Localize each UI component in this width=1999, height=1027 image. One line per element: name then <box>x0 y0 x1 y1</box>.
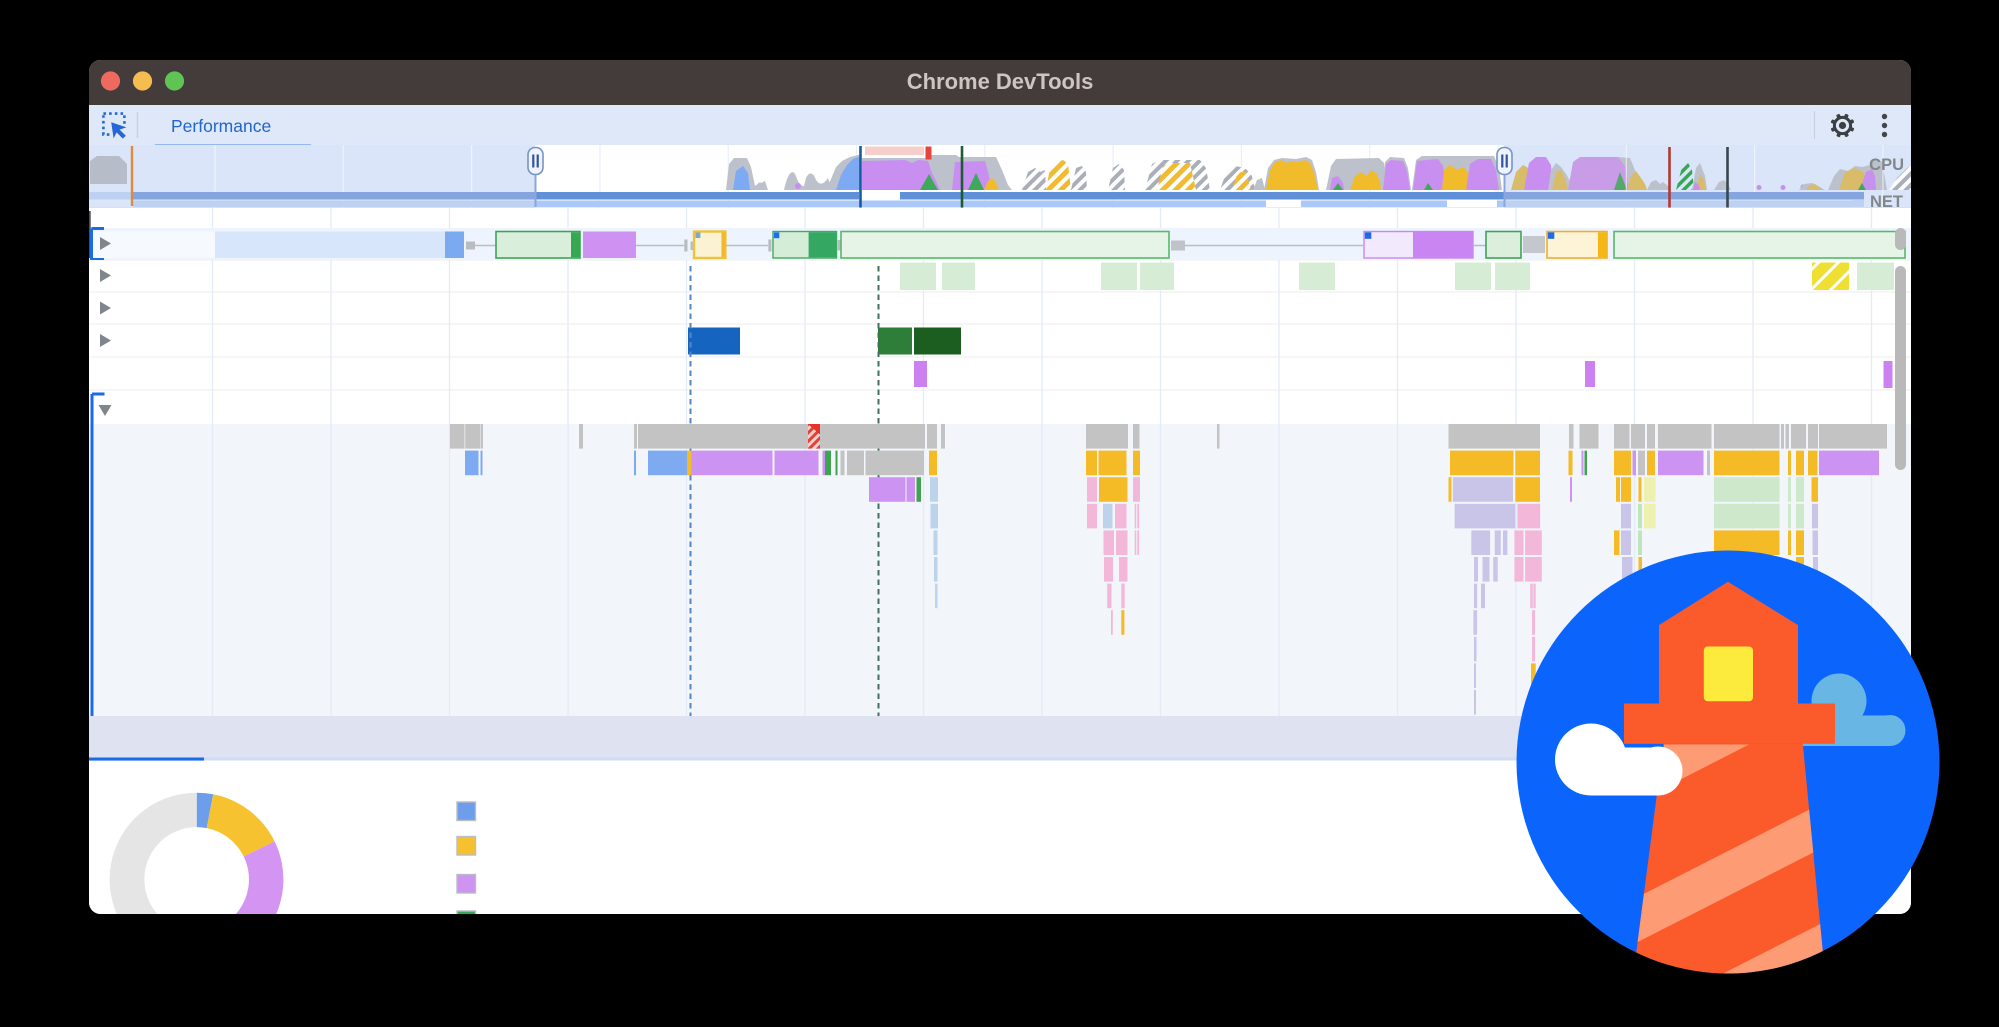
svg-text:NET: NET <box>1870 193 1903 211</box>
svg-text:Performance: Performance <box>171 116 271 136</box>
svg-text:CPU: CPU <box>1869 156 1904 174</box>
svg-text:Chrome DevTools: Chrome DevTools <box>907 69 1094 94</box>
